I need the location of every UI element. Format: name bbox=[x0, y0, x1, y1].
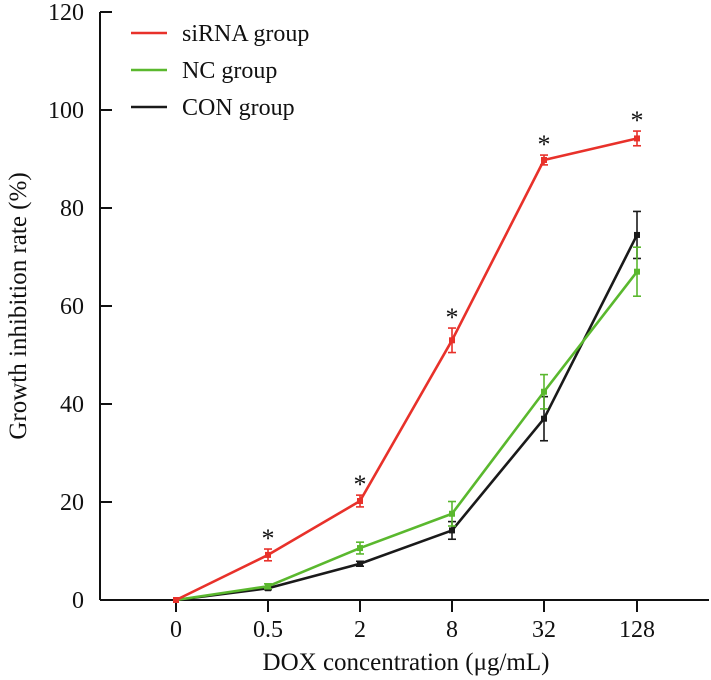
data-point bbox=[634, 135, 640, 142]
y-tick-label: 120 bbox=[48, 0, 84, 26]
legend: siRNA group NC group CON group bbox=[131, 21, 309, 121]
x-tick-label: 0 bbox=[170, 617, 182, 643]
data-point bbox=[449, 337, 455, 344]
series-line bbox=[175, 270, 639, 602]
y-tick-label: 0 bbox=[72, 588, 84, 614]
data-point bbox=[357, 498, 363, 505]
y-tick-label: 20 bbox=[60, 490, 84, 516]
significance-star: * bbox=[354, 470, 367, 499]
legend-item: CON group bbox=[131, 95, 295, 121]
series-con-group bbox=[173, 210, 641, 603]
significance-star: * bbox=[262, 524, 275, 553]
data-point bbox=[541, 415, 547, 422]
y-tick-label: 80 bbox=[60, 196, 84, 222]
legend-item: siRNA group bbox=[131, 21, 309, 47]
series-sirna-group bbox=[173, 130, 641, 603]
x-tick-label: 32 bbox=[532, 617, 556, 643]
data-point bbox=[449, 527, 455, 534]
significance-star: * bbox=[446, 303, 459, 332]
significance-star: * bbox=[538, 130, 551, 159]
data-point bbox=[449, 510, 455, 517]
series-layer bbox=[173, 130, 641, 603]
y-tick-label: 100 bbox=[48, 98, 84, 124]
legend-label: CON group bbox=[182, 95, 295, 121]
x-tick-label: 0.5 bbox=[253, 617, 283, 643]
x-axis-label: DOX concentration (μg/mL) bbox=[263, 649, 550, 676]
legend-label: siRNA group bbox=[182, 21, 309, 47]
series-line bbox=[175, 234, 639, 602]
significance-markers: * * * * * bbox=[262, 106, 644, 553]
x-tick-label: 128 bbox=[619, 617, 655, 643]
y-tick-label: 60 bbox=[60, 294, 84, 320]
x-tick-label: 2 bbox=[354, 617, 366, 643]
data-point bbox=[541, 388, 547, 395]
data-point bbox=[173, 597, 179, 603]
series-nc-group bbox=[173, 246, 641, 603]
series-line bbox=[175, 137, 638, 602]
legend-label: NC group bbox=[182, 58, 277, 84]
legend-item: NC group bbox=[131, 58, 277, 84]
y-ticks: 0 20 40 60 80 100 120 bbox=[48, 0, 112, 614]
significance-star: * bbox=[631, 106, 644, 135]
x-tick-label: 8 bbox=[446, 617, 458, 643]
data-point bbox=[634, 268, 640, 275]
y-axis-label: Growth inhibition rate (%) bbox=[5, 172, 32, 439]
data-point bbox=[357, 560, 363, 567]
data-point bbox=[634, 231, 640, 238]
x-ticks: 0 0.5 2 8 32 128 bbox=[170, 600, 655, 643]
data-point bbox=[265, 551, 271, 558]
y-tick-label: 40 bbox=[60, 392, 84, 418]
data-point bbox=[265, 583, 271, 590]
data-point bbox=[357, 545, 363, 552]
data-point bbox=[541, 156, 547, 163]
